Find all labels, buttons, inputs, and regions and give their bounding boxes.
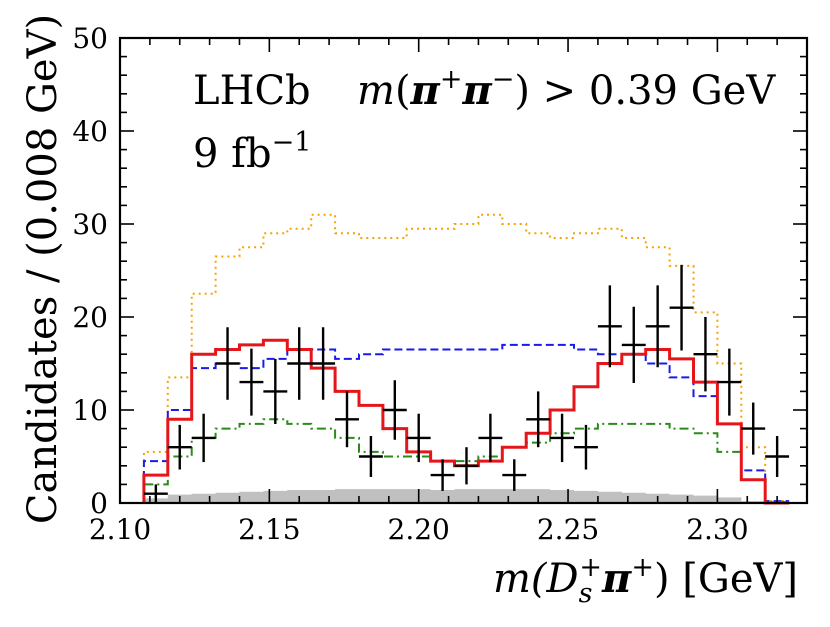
data-point	[167, 424, 192, 470]
y-tick-label: 0	[90, 487, 108, 520]
data-point	[621, 306, 646, 384]
data-point	[645, 285, 670, 368]
axis-ticks	[119, 37, 808, 504]
data-point	[502, 459, 527, 491]
series-red-solid	[142, 338, 790, 505]
x-tick-label: 2.10	[89, 513, 151, 546]
data-point	[454, 447, 479, 485]
data-point	[669, 264, 694, 351]
x-tick-label: 2.25	[537, 513, 599, 546]
y-tick-label: 40	[72, 115, 108, 148]
luminosity-label: 9 fb−1	[193, 127, 311, 177]
data-point	[478, 413, 503, 463]
x-tick-label: 2.30	[686, 513, 748, 546]
data-point	[574, 424, 598, 470]
data-point	[406, 413, 431, 463]
data-point	[263, 358, 288, 424]
data-points	[143, 264, 790, 503]
y-tick-label: 10	[72, 394, 108, 427]
data-point	[526, 391, 551, 448]
selection-cut-label: m(π+π−) > 0.39 GeV	[357, 64, 776, 114]
tick-labels: 2.10 2.15 2.20 2.25 2.30 0 10 20 30 40 50	[72, 22, 748, 546]
data-point	[430, 459, 455, 491]
data-point	[693, 317, 718, 392]
data-point	[765, 436, 790, 477]
data-point	[287, 327, 312, 400]
data-point	[741, 402, 766, 455]
data-point	[191, 413, 216, 463]
y-tick-label: 50	[72, 22, 108, 55]
data-point	[335, 391, 359, 448]
x-tick-label: 2.20	[388, 513, 450, 546]
data-point	[717, 348, 742, 416]
x-axis-label: m(Ds+π+) [GeV]	[493, 552, 798, 609]
experiment-label: LHCb	[193, 68, 311, 114]
x-tick-label: 2.15	[238, 513, 300, 546]
y-axis-label: Candidates / (0.008 GeV)	[20, 14, 66, 524]
data-point	[597, 285, 622, 368]
data-point	[550, 413, 575, 463]
series-orange-dotted	[142, 213, 790, 503]
plot-frame	[118, 36, 809, 505]
data-point	[311, 327, 336, 400]
data-point	[382, 380, 407, 440]
data-point	[239, 348, 264, 416]
y-tick-label: 20	[72, 301, 108, 334]
y-tick-label: 30	[72, 208, 108, 241]
data-point	[143, 484, 168, 503]
series-grey-filled	[143, 489, 790, 503]
series-blue-dashed	[142, 343, 790, 503]
data-point	[215, 327, 240, 400]
series-green-dashdot	[142, 418, 790, 504]
data-point	[358, 436, 383, 477]
